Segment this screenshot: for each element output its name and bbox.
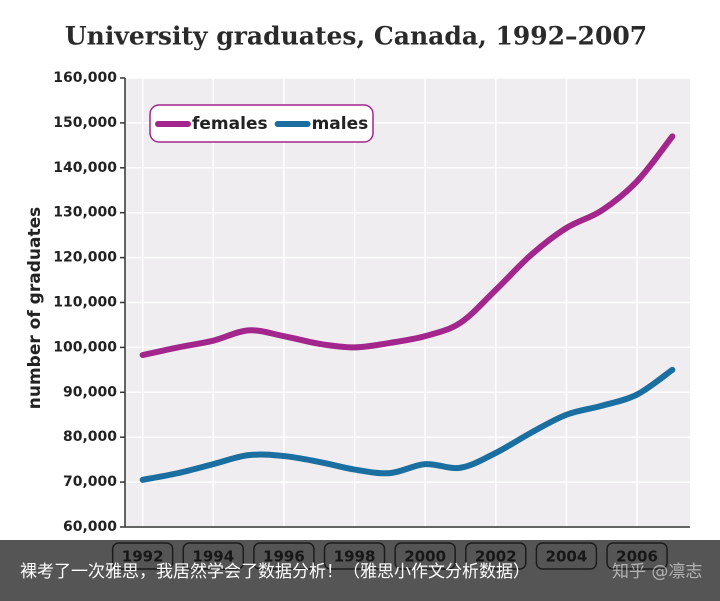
legend-label: females bbox=[192, 114, 268, 134]
caption-band bbox=[0, 540, 720, 601]
y-tick-label: 110,000 bbox=[53, 295, 117, 311]
grid: 60,000 70,000 80,000 90,000 100,000 110,000 12… bbox=[53, 70, 690, 535]
caption: 裸考了一次雅思，我居然学会了数据分析！（雅思小作文分析数据） bbox=[20, 562, 530, 582]
legend-label: males bbox=[312, 114, 369, 134]
legend-box bbox=[149, 104, 374, 143]
y-tick-label: 100,000 bbox=[53, 339, 117, 355]
y-axis-label: number of graduates bbox=[25, 207, 45, 409]
watermark: 知乎 @凛志 bbox=[612, 562, 702, 582]
y-tick-label: 150,000 bbox=[53, 115, 117, 131]
axes bbox=[124, 78, 690, 528]
y-tick-label: 160,000 bbox=[53, 70, 117, 86]
chart-title: University graduates, Canada, 1992–2007 bbox=[65, 22, 647, 51]
lines bbox=[139, 133, 676, 483]
y-tick-label: 70,000 bbox=[63, 474, 117, 490]
y-tick-label: 120,000 bbox=[53, 250, 117, 266]
y-tick-label: 60,000 bbox=[63, 519, 117, 535]
legend: females males bbox=[149, 104, 374, 143]
y-tick-label: 80,000 bbox=[63, 429, 117, 445]
series-line bbox=[139, 133, 676, 359]
series-line bbox=[139, 366, 676, 483]
y-tick-label: 90,000 bbox=[63, 384, 117, 400]
y-tick-label: 140,000 bbox=[53, 160, 117, 176]
y-tick-label: 130,000 bbox=[53, 205, 117, 221]
